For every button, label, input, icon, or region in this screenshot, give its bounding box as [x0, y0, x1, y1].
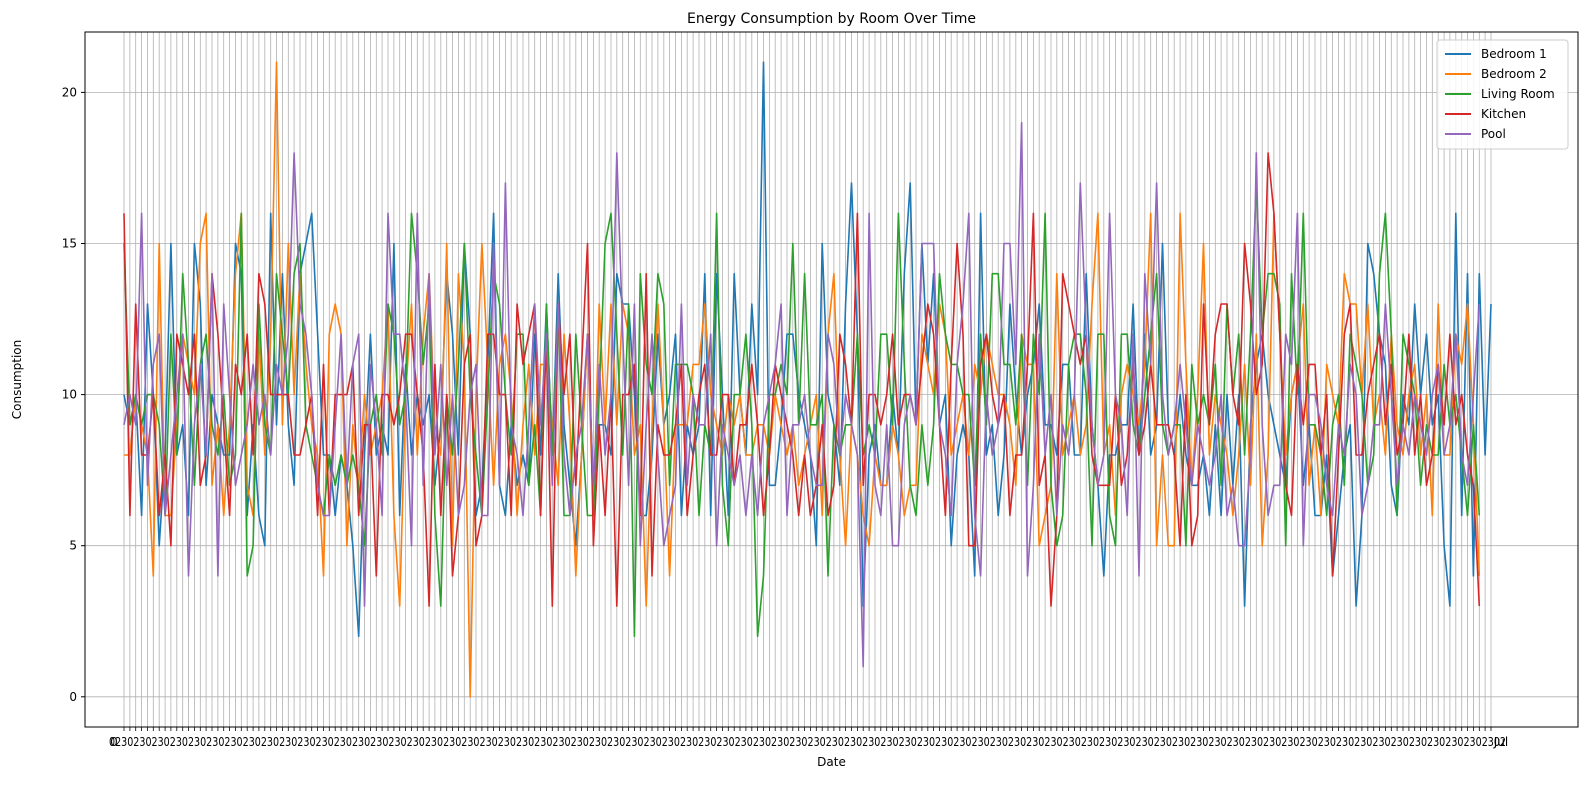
x-gridlines — [123, 32, 1492, 727]
chart-title: Energy Consumption by Room Over Time — [687, 11, 976, 27]
legend-label: Living Room — [1481, 87, 1555, 101]
series-line-pool — [123, 121, 1481, 668]
plot-frame — [84, 31, 1579, 728]
x-tick-label: 0 — [110, 735, 118, 749]
y-tick-label: 10 — [62, 388, 77, 402]
series-line-living-room — [123, 182, 1481, 638]
series-lines — [123, 61, 1492, 698]
legend-label: Bedroom 2 — [1481, 67, 1547, 81]
legend: Bedroom 1 Bedroom 2 Living Room Kitchen Pool — [1436, 39, 1569, 150]
y-tick-label: 15 — [62, 237, 77, 251]
x-axis-label: Date — [817, 755, 846, 769]
legend-label: Pool — [1481, 127, 1506, 141]
y-axis: 0 5 10 15 20 — [62, 85, 85, 704]
legend-label: Kitchen — [1481, 107, 1526, 121]
x-tick-label: Jul — [1493, 735, 1508, 749]
y-tick-label: 0 — [69, 690, 77, 704]
series-line-kitchen — [123, 152, 1481, 607]
y-gridlines — [85, 92, 1578, 698]
legend-label: Bedroom 1 — [1481, 47, 1547, 61]
y-tick-label: 20 — [62, 85, 77, 99]
series-line-bedroom-2 — [124, 61, 1481, 698]
y-tick-label: 5 — [69, 539, 77, 553]
legend-box — [1436, 39, 1569, 150]
x-axis: 0230230230230230230230230230230230230230… — [109, 727, 1508, 749]
y-axis-label: Consumption — [10, 340, 24, 419]
x-tick-labels-overlapping: 0230230230230230230230230230230230230230… — [109, 735, 1506, 749]
